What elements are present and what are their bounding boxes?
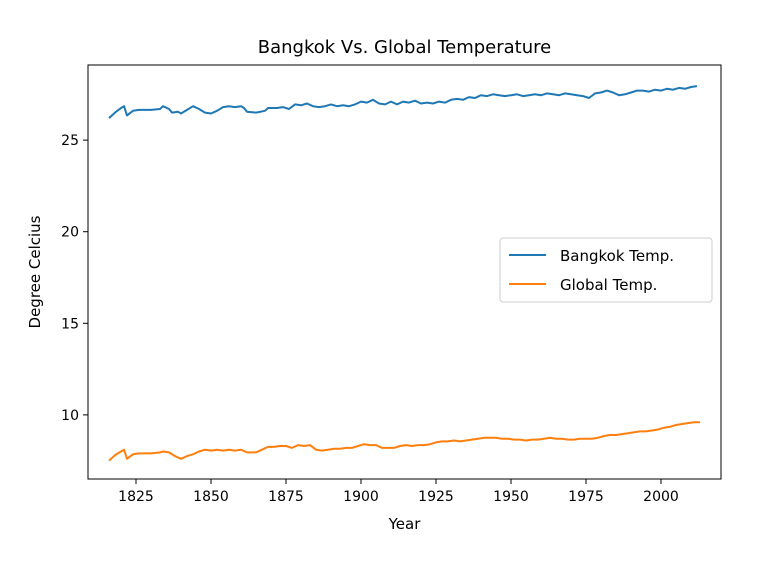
x-tick-label: 1850 — [193, 489, 229, 505]
x-tick-label: 1950 — [493, 489, 529, 505]
legend: Bangkok Temp. Global Temp. — [499, 237, 713, 303]
y-axis: 10 15 20 25 — [61, 133, 88, 424]
y-tick-label: 10 — [61, 408, 79, 424]
plot-area — [87, 64, 722, 480]
legend-label-bangkok: Bangkok Temp. — [560, 247, 674, 265]
series-line-global — [108, 421, 700, 462]
legend-frame — [499, 237, 713, 303]
chart-title: Bangkok Vs. Global Temperature — [258, 37, 551, 58]
x-tick-label: 1875 — [268, 489, 304, 505]
y-tick-label: 20 — [61, 225, 79, 241]
plot-frame — [87, 64, 722, 480]
y-axis-label: Degree Celcius — [26, 215, 44, 328]
x-tick-label: 1825 — [118, 489, 154, 505]
x-tick-label: 1900 — [343, 489, 379, 505]
legend-label-global: Global Temp. — [560, 276, 657, 294]
x-axis-label: Year — [388, 515, 422, 533]
series-line-bangkok — [108, 85, 698, 119]
x-tick-label: 1975 — [568, 489, 604, 505]
series-group — [108, 85, 700, 462]
x-tick-label: 2000 — [643, 489, 679, 505]
y-tick-label: 25 — [61, 133, 79, 149]
x-axis: 1825 1850 1875 1900 1925 1950 1975 2000 — [118, 479, 679, 505]
x-tick-label: 1925 — [418, 489, 454, 505]
y-tick-label: 15 — [61, 316, 79, 332]
